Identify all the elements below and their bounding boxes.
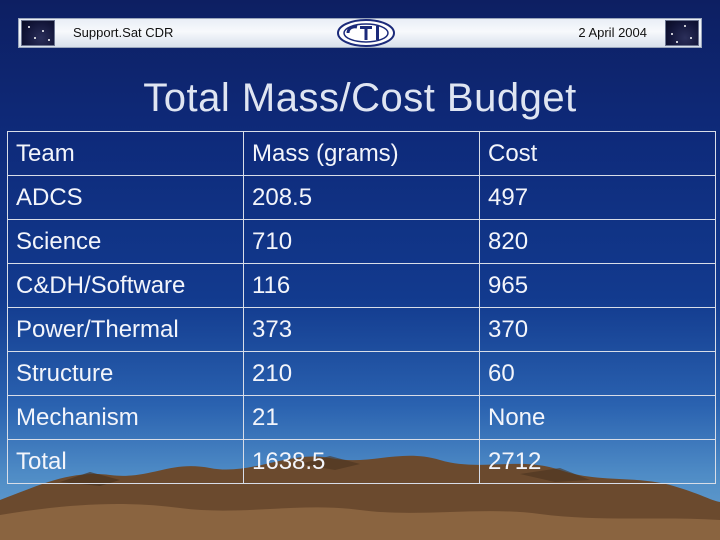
mass-cell: 116 <box>243 263 480 308</box>
table-row: Structure 210 60 <box>7 351 716 396</box>
table-row: Power/Thermal 373 370 <box>7 307 716 352</box>
table-row: Mechanism 21 None <box>7 395 716 440</box>
cost-cell: 497 <box>479 175 716 220</box>
mass-cell: 1638.5 <box>243 439 480 484</box>
mass-cell: 373 <box>243 307 480 352</box>
header-cell-team: Team <box>7 131 244 176</box>
budget-table: Team Mass (grams) Cost ADCS 208.5 497 Sc… <box>7 131 716 484</box>
header-cell-cost: Cost <box>479 131 716 176</box>
starfield-thumbnail-right <box>665 20 699 46</box>
team-cell: Total <box>7 439 244 484</box>
header-left-text: Support.Sat CDR <box>73 25 174 40</box>
team-cell: Power/Thermal <box>7 307 244 352</box>
team-cell: ADCS <box>7 175 244 220</box>
cost-cell: 2712 <box>479 439 716 484</box>
cost-cell: 370 <box>479 307 716 352</box>
team-cell: Science <box>7 219 244 264</box>
team-cell: Mechanism <box>7 395 244 440</box>
mass-cell: 210 <box>243 351 480 396</box>
table-header-row: Team Mass (grams) Cost <box>7 131 716 176</box>
cti-logo-icon <box>337 19 395 47</box>
team-cell: Structure <box>7 351 244 396</box>
cost-cell: 60 <box>479 351 716 396</box>
team-cell: C&DH/Software <box>7 263 244 308</box>
table-row: Science 710 820 <box>7 219 716 264</box>
header-cell-mass: Mass (grams) <box>243 131 480 176</box>
table-row: ADCS 208.5 497 <box>7 175 716 220</box>
starfield-thumbnail-left <box>21 20 55 46</box>
table-row: C&DH/Software 116 965 <box>7 263 716 308</box>
cost-cell: 820 <box>479 219 716 264</box>
header-bar: Support.Sat CDR 2 April 2004 <box>18 18 702 48</box>
cost-cell: 965 <box>479 263 716 308</box>
slide-title: Total Mass/Cost Budget <box>143 76 577 120</box>
header-date-text: 2 April 2004 <box>578 25 647 40</box>
mass-cell: 710 <box>243 219 480 264</box>
mass-cell: 208.5 <box>243 175 480 220</box>
mass-cell: 21 <box>243 395 480 440</box>
table-total-row: Total 1638.5 2712 <box>7 439 716 484</box>
cost-cell: None <box>479 395 716 440</box>
